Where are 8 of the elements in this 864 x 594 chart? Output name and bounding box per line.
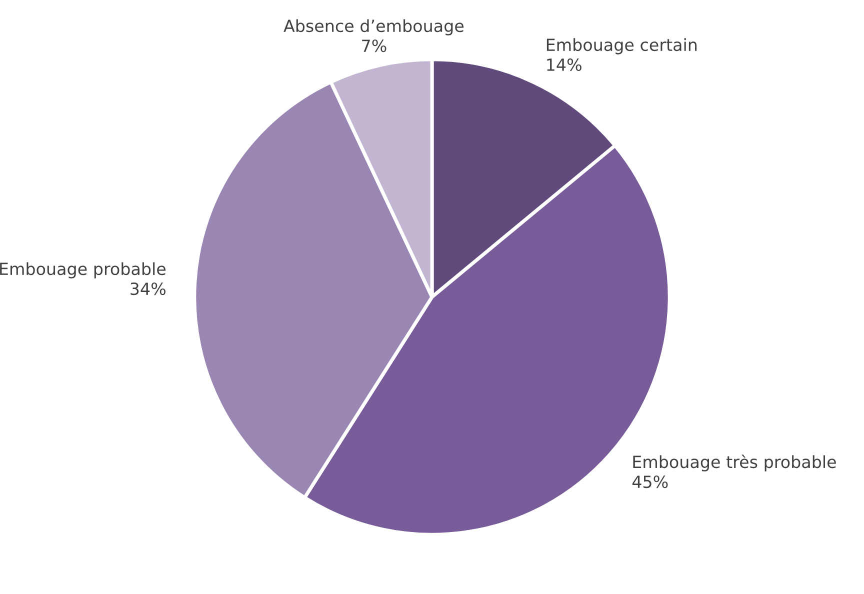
slice-label: Embouage très probable [633, 454, 836, 472]
slice-label: Absence d’embouage [284, 19, 464, 36]
slice-label: Embouage certain [546, 38, 697, 54]
data-label: 7% [362, 39, 386, 52]
data-label: 14% [547, 58, 582, 72]
data-label: 45% [632, 476, 668, 488]
data-label: 34% [130, 282, 166, 296]
slice-label: Embouage probable [0, 262, 166, 278]
